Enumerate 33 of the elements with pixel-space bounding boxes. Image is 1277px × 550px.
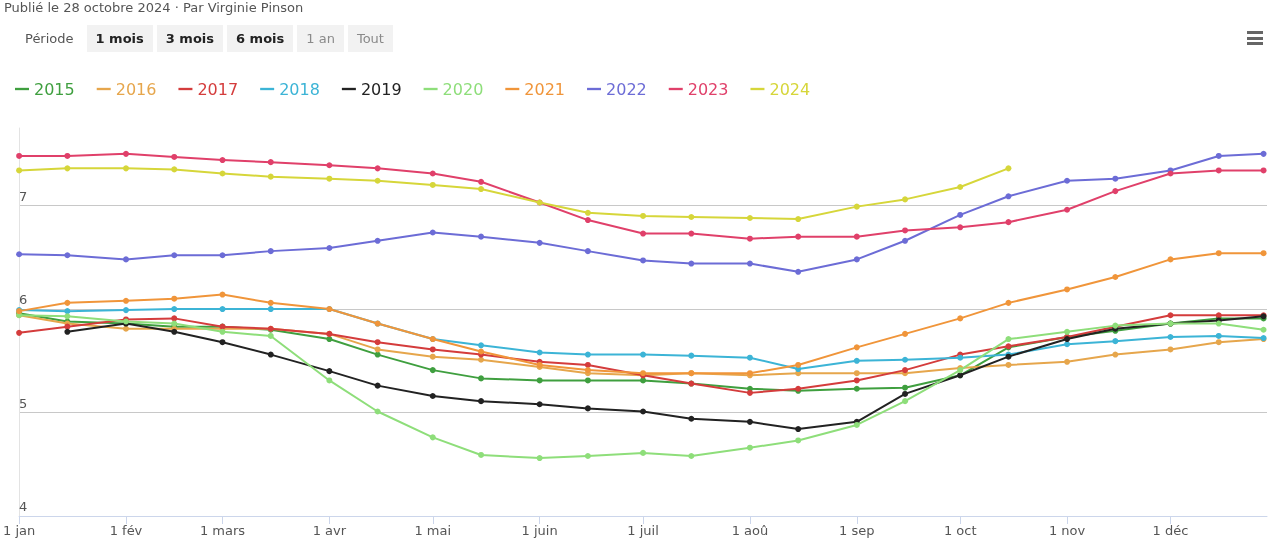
legend-label: 2019 (360, 79, 402, 99)
x-tick-label: 1 sep (839, 523, 875, 538)
x-tick-label: 1 juin (521, 523, 558, 538)
text: Tout (347, 24, 393, 52)
x-tick-label: 1 déc (1152, 523, 1189, 538)
text: 1 mois (86, 24, 153, 52)
x-tick-label: 1 fév (109, 523, 143, 538)
x-tick-label: 1 jan (2, 523, 36, 538)
y-tick-label: 5 (19, 395, 28, 411)
legend-label: 2015 (34, 79, 75, 99)
x-tick-label: 1 avr (312, 523, 347, 538)
legend-label: 2022 (606, 79, 647, 99)
legend-label: 2016 (115, 79, 157, 99)
legend-label: 2021 (524, 79, 566, 99)
text: Période (24, 29, 75, 48)
text: 6 mois (227, 24, 294, 52)
legend-label: 2020 (442, 79, 484, 99)
x-tick-label: 1 mars (199, 523, 246, 538)
legend-label: 2018 (279, 79, 320, 99)
x-tick-label: 1 juil (627, 523, 659, 538)
x-tick-label: 1 oct (943, 523, 977, 538)
y-tick-label: 6 (19, 292, 28, 308)
y-tick-label: 7 (19, 188, 28, 204)
x-tick-label: 1 mai (414, 523, 452, 538)
text: 3 mois (156, 24, 224, 52)
legend-label: 2017 (197, 79, 239, 99)
x-tick-label: 1 aoû (731, 523, 769, 538)
text: 1 an (297, 24, 344, 52)
text: Publié le 28 octobre 2024 · Par Virginie Pinson (3, 0, 305, 17)
legend-label: 2024 (769, 79, 811, 99)
x-tick-label: 1 nov (1048, 523, 1086, 538)
legend-label: 2023 (687, 79, 729, 99)
y-tick-label: 4 (19, 499, 28, 514)
